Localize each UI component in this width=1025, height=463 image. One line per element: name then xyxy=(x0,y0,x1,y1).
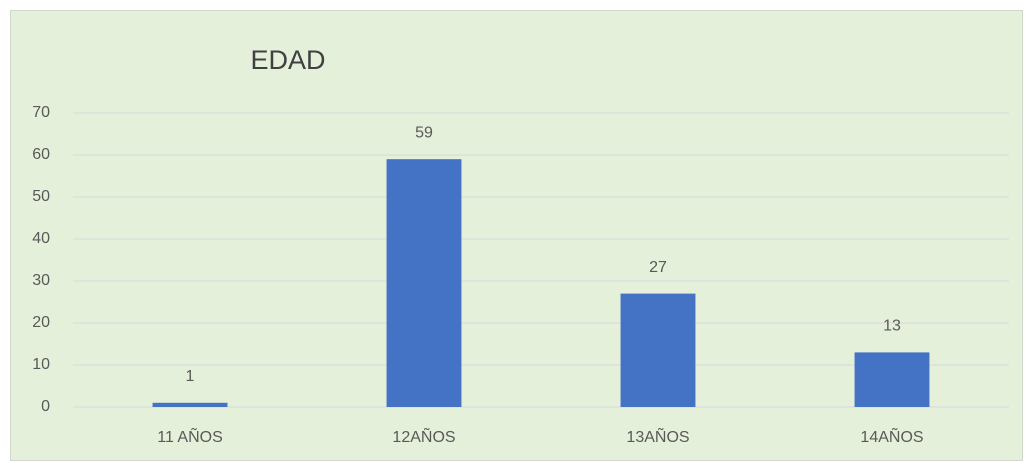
y-tick-label: 40 xyxy=(32,230,50,247)
x-tick-label: 12AÑOS xyxy=(392,426,455,446)
bar xyxy=(152,402,228,407)
y-tick-label: 60 xyxy=(32,146,50,163)
x-tick-label: 11 AÑOS xyxy=(157,426,223,446)
data-label: 1 xyxy=(186,368,195,385)
chart-background xyxy=(10,10,1023,461)
data-label: 13 xyxy=(883,318,901,335)
x-tick-label: 14AÑOS xyxy=(860,426,923,446)
y-tick-label: 70 xyxy=(32,104,50,121)
y-tick-label: 0 xyxy=(41,398,50,415)
chart-title: EDAD xyxy=(250,45,325,75)
y-tick-label: 30 xyxy=(32,272,50,289)
data-label: 59 xyxy=(415,124,433,141)
bar xyxy=(854,352,930,407)
bar xyxy=(620,293,696,407)
y-tick-label: 10 xyxy=(32,356,50,373)
bar xyxy=(386,159,462,407)
x-tick-label: 13AÑOS xyxy=(626,426,689,446)
data-label: 27 xyxy=(649,259,667,276)
y-tick-label: 50 xyxy=(32,188,50,205)
y-tick-label: 20 xyxy=(32,314,50,331)
